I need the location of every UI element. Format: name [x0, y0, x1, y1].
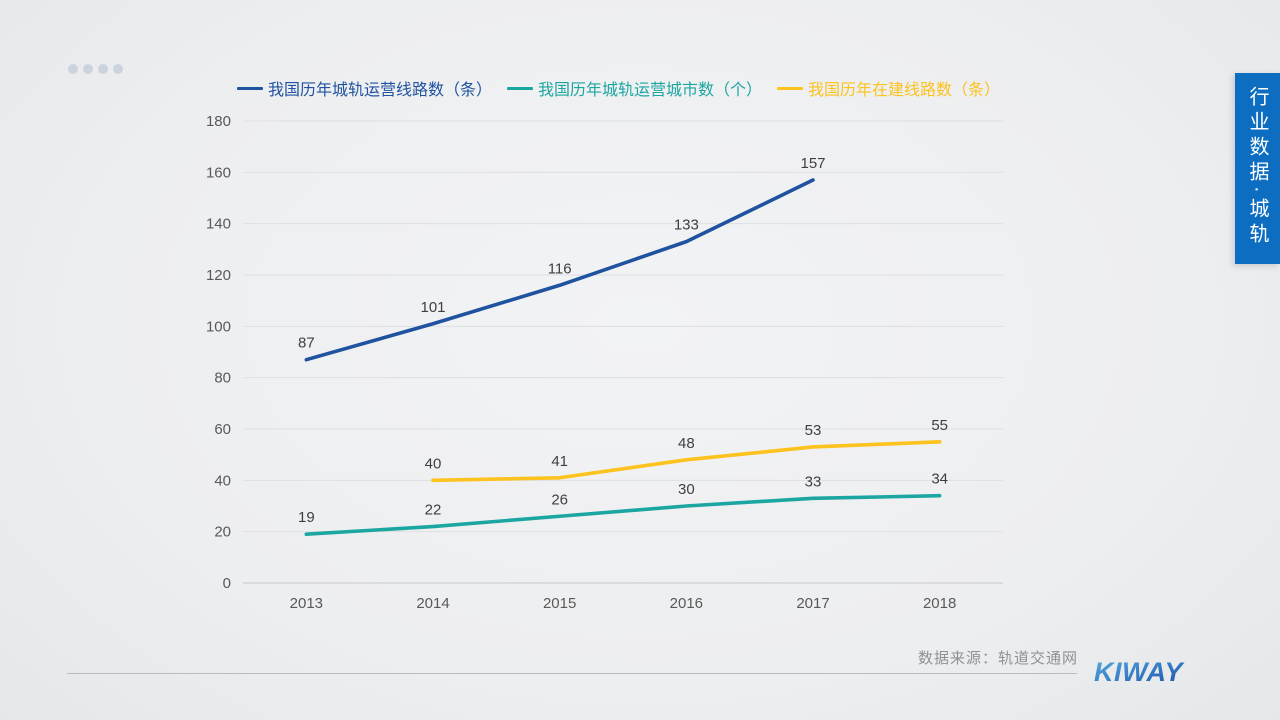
- data-label: 87: [298, 335, 315, 352]
- y-axis-tick-label: 20: [214, 524, 231, 541]
- data-label: 19: [298, 509, 315, 526]
- legend-line-marker-icon: [237, 86, 263, 90]
- data-label: 41: [551, 453, 568, 470]
- legend-label: 我国历年城轨运营线路数（条）: [268, 82, 493, 99]
- legend-item-lines-under-construction: 我国历年在建线路数（条）: [777, 76, 1000, 100]
- data-label: 26: [551, 491, 568, 508]
- y-axis-tick-label: 60: [214, 421, 231, 438]
- data-label: 33: [805, 473, 822, 490]
- data-label: 157: [800, 155, 825, 172]
- data-label: 48: [678, 435, 695, 452]
- x-axis-tick-label: 2015: [543, 595, 576, 612]
- footer-divider: [67, 673, 1077, 674]
- dot-icon: [68, 64, 78, 74]
- y-axis-tick-label: 100: [206, 318, 231, 335]
- kiway-logo: KIWAY: [1094, 657, 1185, 687]
- data-label: 55: [931, 417, 948, 434]
- legend-line-marker-icon: [507, 86, 534, 90]
- data-source-text: 数据来源：轨道交通网: [917, 650, 1078, 667]
- legend-label: 我国历年城轨运营城市数（个）: [538, 82, 763, 99]
- x-axis-tick-label: 2016: [670, 595, 703, 612]
- sidebar-tab-label: 行业数据·城轨: [1246, 86, 1268, 248]
- sidebar-tab: 行业数据·城轨: [1235, 73, 1280, 264]
- y-axis-tick-label: 180: [206, 113, 231, 130]
- legend-line-marker-icon: [777, 86, 804, 90]
- legend-item-operating-lines: 我国历年城轨运营线路数（条）: [237, 76, 492, 100]
- series-line: [304, 493, 942, 537]
- data-label: 53: [805, 422, 822, 439]
- legend-item-operating-cities: 我国历年城轨运营城市数（个）: [507, 76, 762, 100]
- data-label: 101: [420, 299, 445, 316]
- y-axis-tick-label: 120: [206, 267, 231, 284]
- data-label: 22: [425, 502, 442, 519]
- data-label: 40: [425, 455, 442, 472]
- dot-icon: [98, 64, 108, 74]
- x-axis-tick-label: 2013: [290, 595, 323, 612]
- data-label: 34: [931, 471, 948, 488]
- series-line: [431, 440, 942, 483]
- chart-legend: 我国历年城轨运营线路数（条） 我国历年城轨运营城市数（个） 我国历年在建线路数（…: [237, 76, 1000, 100]
- x-axis-tick-label: 2014: [416, 595, 449, 612]
- data-label: 30: [678, 481, 695, 498]
- data-label: 116: [548, 260, 572, 277]
- y-axis-tick-label: 0: [223, 575, 231, 592]
- dot-icon: [83, 64, 93, 74]
- x-axis-tick-label: 2018: [923, 595, 956, 612]
- slide-progress-dots: [68, 64, 123, 74]
- legend-label: 我国历年在建线路数（条）: [808, 82, 1001, 99]
- series-line: [304, 178, 815, 362]
- y-axis-tick-label: 140: [206, 216, 231, 233]
- y-axis-tick-label: 160: [206, 164, 231, 181]
- y-axis-tick-label: 80: [214, 370, 231, 387]
- data-label: 133: [674, 217, 699, 234]
- dot-icon: [113, 64, 123, 74]
- y-axis-tick-label: 40: [214, 472, 231, 489]
- kiway-logo-text: KIWAY: [1094, 657, 1185, 687]
- x-axis-tick-label: 2017: [796, 595, 829, 612]
